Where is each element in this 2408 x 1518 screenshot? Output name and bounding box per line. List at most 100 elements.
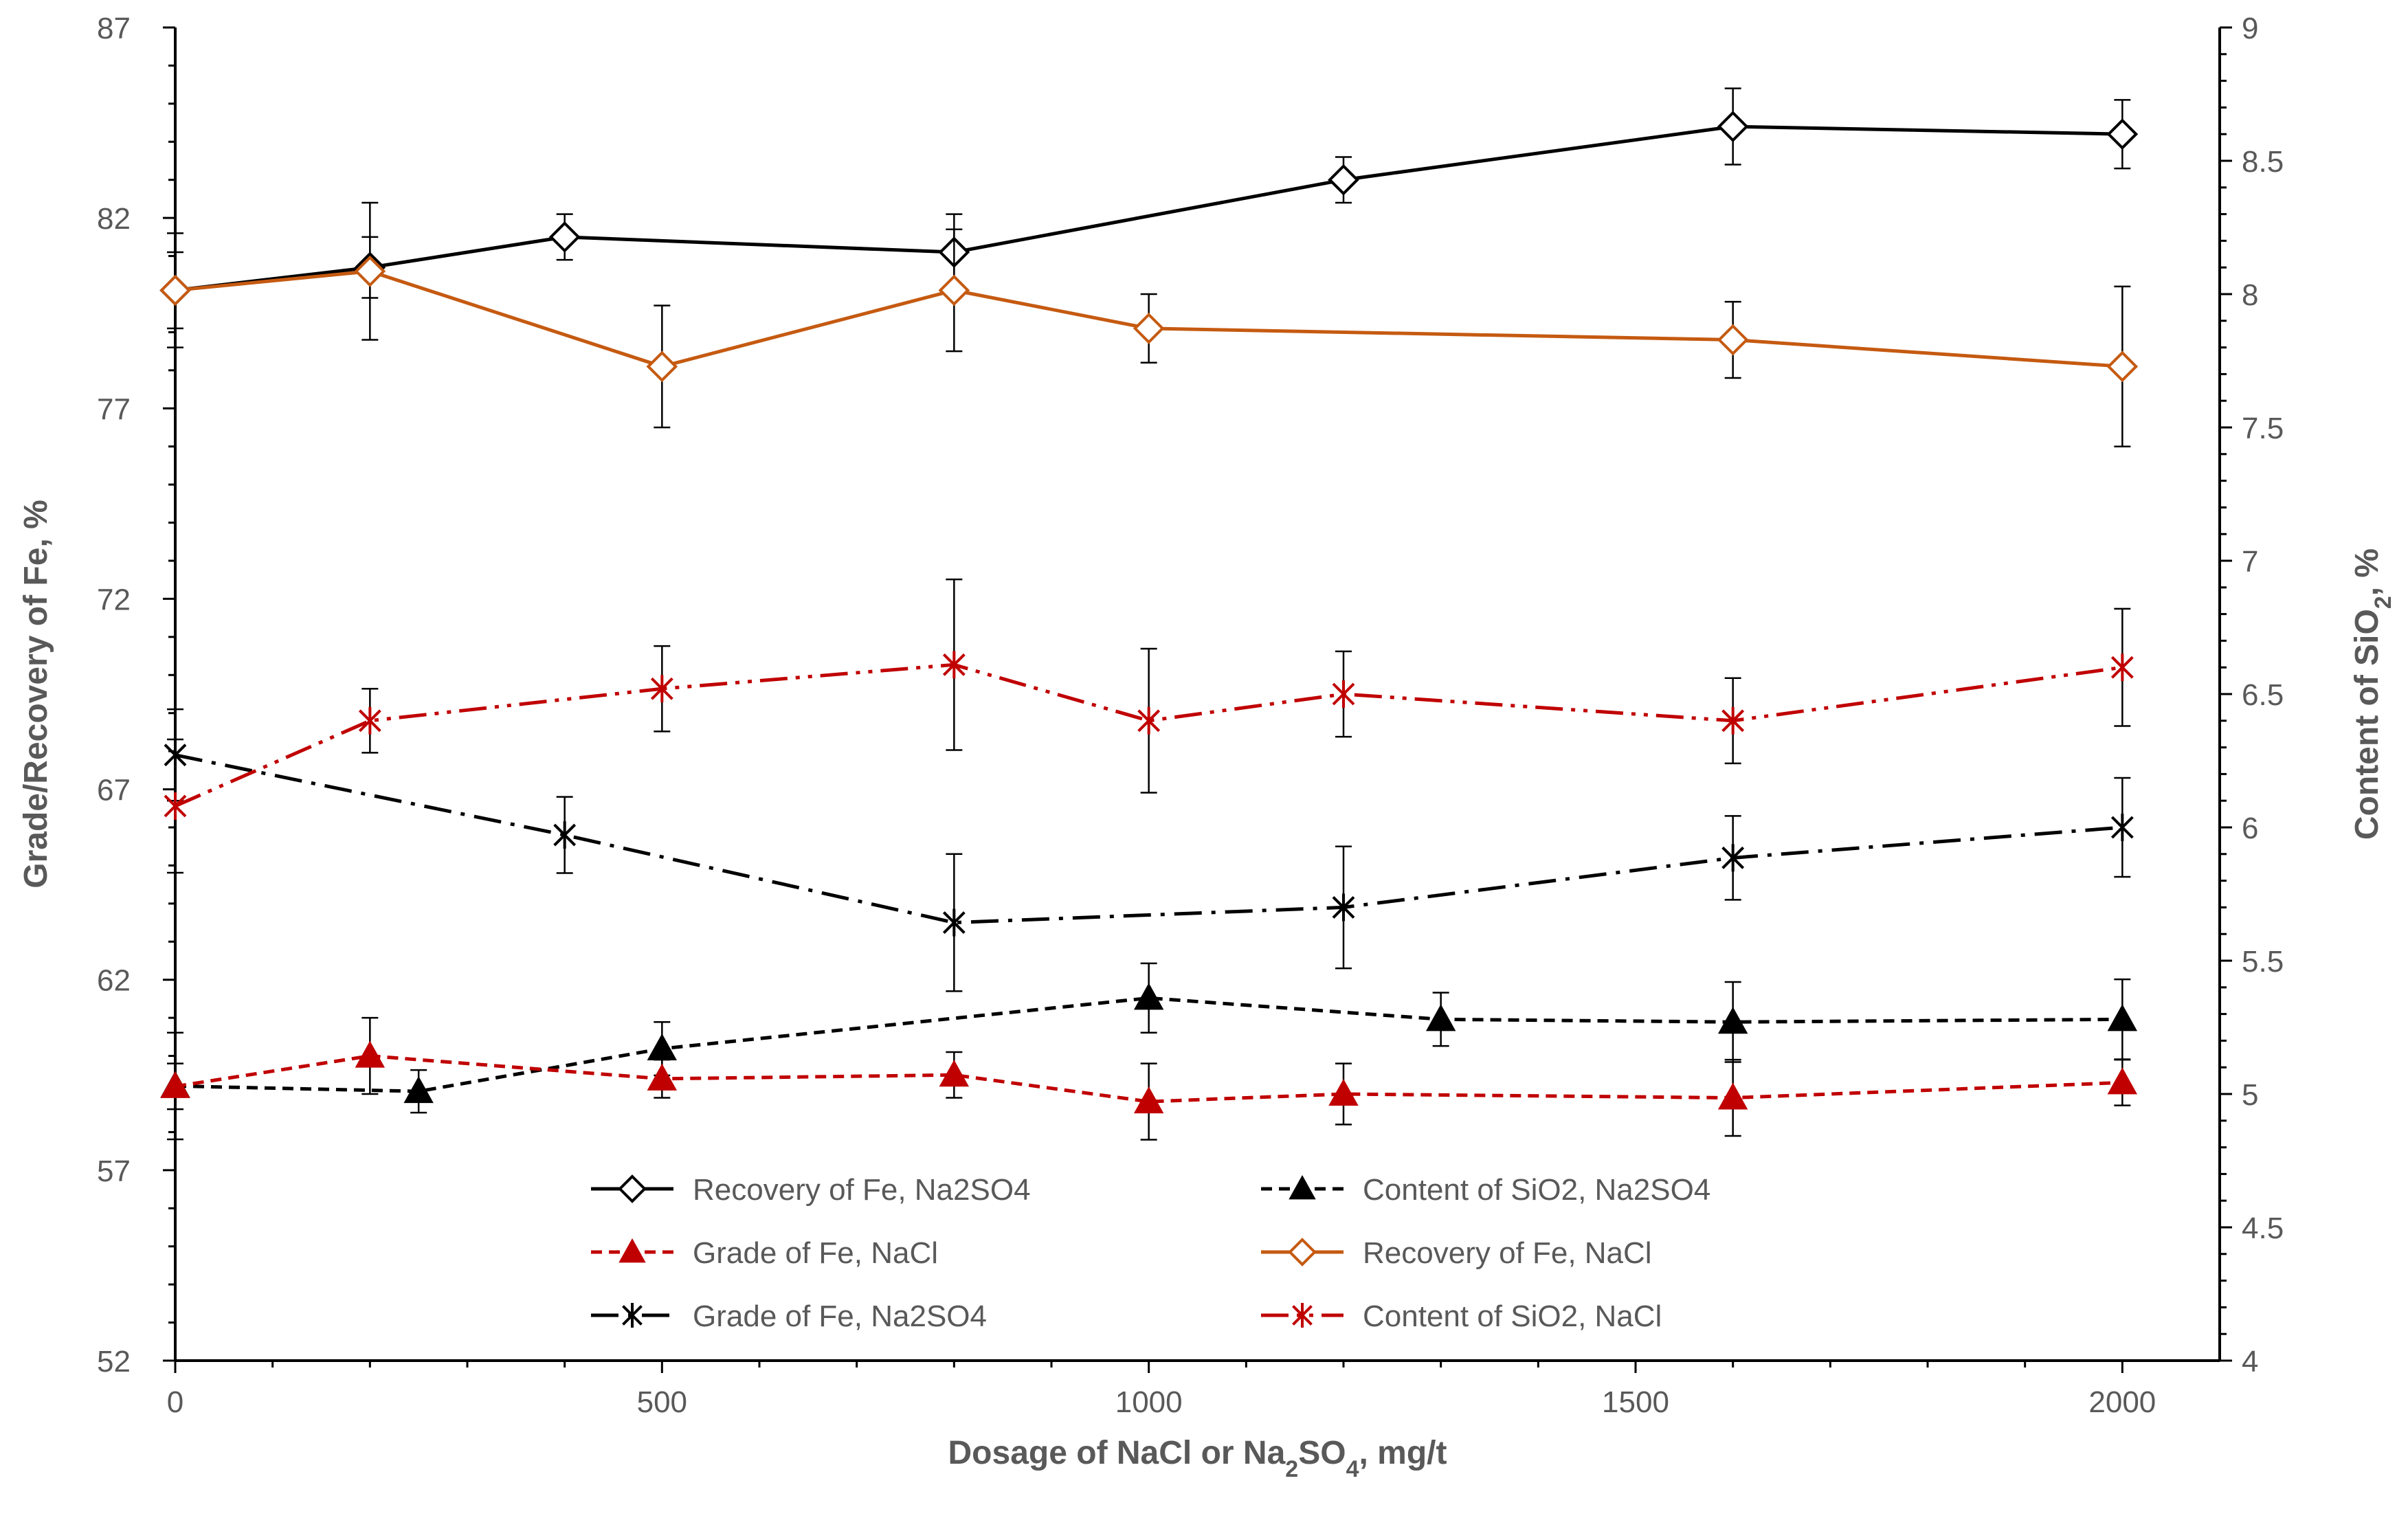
x-tick-label: 0 bbox=[167, 1385, 183, 1419]
x-tick-label: 500 bbox=[637, 1385, 687, 1419]
data-point bbox=[646, 350, 678, 383]
y-right-tick-label: 7.5 bbox=[2242, 412, 2284, 445]
data-point bbox=[160, 1071, 190, 1098]
data-point bbox=[1137, 706, 1161, 735]
data-point bbox=[403, 1076, 434, 1104]
legend-swatch-marker bbox=[618, 1238, 646, 1263]
y-left-tick-label: 57 bbox=[97, 1154, 131, 1188]
series-line bbox=[175, 124, 2123, 292]
y-left-tick-label: 52 bbox=[97, 1345, 131, 1379]
series-recovery-of-fe-nacl bbox=[159, 201, 2139, 447]
y-right-tick-label: 8.5 bbox=[2242, 145, 2284, 179]
axis-titles: Dosage of NaCl or Na2SO4, mg/tGrade/Reco… bbox=[18, 500, 2396, 1482]
legend-label: Content of SiO2, Na2SO4 bbox=[1363, 1173, 1710, 1207]
legend-label: Content of SiO2, NaCl bbox=[1363, 1299, 1662, 1333]
legend-item-recovery-of-fe-nacl: Recovery of Fe, NaCl bbox=[1261, 1236, 1652, 1270]
data-point bbox=[1717, 1082, 1748, 1110]
series-grade-of-fe-na2so4 bbox=[164, 708, 2134, 992]
data-point bbox=[1328, 1078, 1359, 1106]
x-tick-label: 2000 bbox=[2088, 1385, 2156, 1419]
data-point bbox=[1717, 111, 1749, 142]
legend: Recovery of Fe, Na2SO4 Content of SiO2, N… bbox=[591, 1173, 1710, 1333]
legend-item-grade-of-fe-na2so4: Grade of Fe, Na2SO4 bbox=[591, 1299, 987, 1333]
data-point bbox=[1133, 313, 1165, 344]
data-point bbox=[1328, 164, 1359, 196]
series-line bbox=[175, 753, 2123, 925]
data-point bbox=[942, 908, 966, 937]
data-point bbox=[1133, 1086, 1164, 1114]
x-axis-title: Dosage of NaCl or Na2SO4, mg/t bbox=[948, 1435, 1447, 1482]
y-axis-right-title-subscript: 2 bbox=[2370, 596, 2396, 609]
series-grade-of-fe-nacl bbox=[160, 1016, 2138, 1141]
y-axis-right-title: Content of SiO2, % bbox=[2349, 548, 2396, 840]
legend-label: Recovery of Fe, Na2SO4 bbox=[693, 1173, 1031, 1207]
x-axis-title-subscript: 4 bbox=[1346, 1456, 1359, 1482]
data-point bbox=[650, 675, 673, 703]
y-left-tick-label: 77 bbox=[97, 392, 131, 426]
data-point bbox=[355, 1040, 386, 1068]
y-right-tick-label: 6.5 bbox=[2242, 678, 2284, 712]
y-axis-right-title-part: , % bbox=[2349, 548, 2385, 596]
y-right-tick-label: 5 bbox=[2242, 1078, 2258, 1112]
series-content-of-sio2-nacl bbox=[164, 578, 2134, 874]
x-axis-title-part: SO bbox=[1298, 1435, 1346, 1471]
series-layer bbox=[159, 87, 2139, 1141]
data-point bbox=[2106, 350, 2139, 383]
legend-item-recovery-of-fe-na2so4: Recovery of Fe, Na2SO4 bbox=[591, 1173, 1031, 1207]
y-right-tick-label: 9 bbox=[2242, 12, 2258, 45]
legend-swatch-marker bbox=[1288, 1238, 1317, 1266]
y-left-tick-label: 87 bbox=[97, 12, 131, 45]
x-tick-label: 1000 bbox=[1115, 1385, 1183, 1419]
data-point bbox=[1717, 1007, 1748, 1034]
data-point bbox=[1332, 680, 1355, 708]
series-line bbox=[175, 1054, 2123, 1104]
data-point bbox=[2110, 814, 2134, 841]
legend-item-grade-of-fe-nacl: Grade of Fe, NaCl bbox=[591, 1236, 938, 1270]
legend-label: Grade of Fe, NaCl bbox=[693, 1236, 938, 1270]
y-right-tick-label: 7 bbox=[2242, 545, 2258, 579]
data-point bbox=[1717, 324, 1749, 356]
data-point bbox=[1332, 893, 1355, 922]
data-point bbox=[2110, 654, 2134, 682]
data-point bbox=[939, 1060, 970, 1087]
y-left-tick-label: 62 bbox=[97, 964, 131, 998]
data-point bbox=[938, 274, 970, 306]
data-point bbox=[164, 792, 187, 820]
data-point bbox=[2107, 1004, 2138, 1031]
y-right-tick-label: 4 bbox=[2242, 1345, 2258, 1379]
data-point bbox=[548, 221, 581, 253]
y-left-tick-label: 67 bbox=[97, 774, 131, 807]
legend-item-content-of-sio2-na2so4: Content of SiO2, Na2SO4 bbox=[1261, 1173, 1710, 1207]
legend-item-content-of-sio2-nacl: Content of SiO2, NaCl bbox=[1261, 1299, 1662, 1333]
y-right-tick-label: 6 bbox=[2242, 812, 2258, 845]
data-point bbox=[354, 255, 386, 287]
series-line bbox=[174, 662, 2123, 808]
x-axis-title-subscript: 2 bbox=[1285, 1456, 1298, 1482]
data-point bbox=[553, 821, 577, 849]
x-tick-label: 1500 bbox=[1602, 1385, 1669, 1419]
legend-label: Grade of Fe, Na2SO4 bbox=[693, 1299, 987, 1333]
legend-swatch-marker bbox=[618, 1174, 647, 1203]
data-point bbox=[647, 1063, 678, 1091]
y-left-tick-label: 72 bbox=[97, 583, 131, 616]
legend-swatch-marker bbox=[1292, 1303, 1313, 1328]
axes-layer: 0 500 1000 1500 2000525762677277828744.555.5… bbox=[97, 12, 2284, 1419]
y-left-tick-label: 82 bbox=[97, 202, 131, 236]
y-axis-right-title-part: Content of SiO bbox=[2349, 609, 2385, 840]
data-point bbox=[2107, 1067, 2138, 1095]
x-axis-title-part: , mg/t bbox=[1359, 1435, 1447, 1471]
y-right-tick-label: 8 bbox=[2242, 278, 2258, 312]
x-axis-title-part: Dosage of NaCl or Na bbox=[948, 1435, 1286, 1471]
data-point bbox=[647, 1033, 678, 1061]
data-point bbox=[1721, 844, 1745, 872]
legend-label: Recovery of Fe, NaCl bbox=[1363, 1236, 1652, 1270]
data-point bbox=[942, 651, 966, 679]
y-right-tick-label: 5.5 bbox=[2242, 945, 2284, 979]
data-point bbox=[1425, 1004, 1456, 1031]
data-point bbox=[159, 274, 191, 306]
data-point bbox=[1133, 983, 1164, 1010]
legend-swatch-marker bbox=[622, 1303, 643, 1328]
data-point bbox=[1721, 706, 1745, 735]
